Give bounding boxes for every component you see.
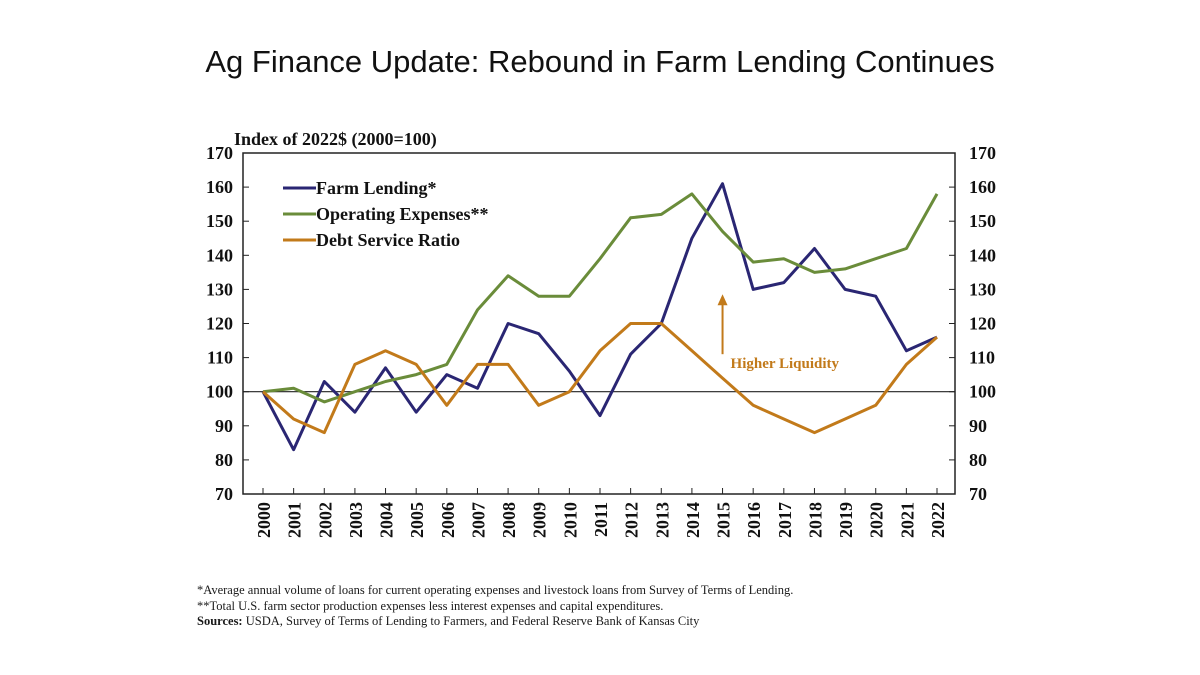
footnote-1: *Average annual volume of loans for curr… [197,583,794,597]
page-headline: Ag Finance Update: Rebound in Farm Lendi… [205,44,995,79]
x-tick-label: 2003 [346,502,366,538]
x-tick-label: 2016 [744,502,764,538]
series-line-farm-lending [261,182,938,452]
y-tick-label-right: 140 [969,245,996,265]
y-tick-label-left: 170 [206,143,233,163]
annotation-higher-liquidity: Higher Liquidity [717,294,840,372]
annotation-arrow-head [717,294,728,306]
x-tick-label: 2001 [285,502,305,538]
y-tick-label-left: 100 [206,382,233,402]
legend: Farm Lending* Operating Expenses** Debt Se… [283,178,489,250]
y-tick-label-right: 70 [969,484,987,504]
y-axis-title: Index of 2022$ (2000=100) [234,129,437,150]
x-tick-label: 2005 [407,502,427,538]
x-tick-label: 2012 [622,502,642,538]
y-tick-label-right: 90 [969,416,987,436]
sources-text: USDA, Survey of Terms of Lending to Farm… [242,614,700,628]
x-tick-label: 2020 [867,502,887,538]
sources-label: Sources: [197,614,243,628]
y-tick-label-right: 110 [969,348,995,368]
y-tick-label-right: 80 [969,450,987,470]
x-tick-label: 2002 [315,502,335,538]
x-axis: 2000 2001 2002 2003 2004 2005 2006 2007 2008 2009… [254,488,948,538]
y-tick-label-right: 130 [969,279,996,299]
x-tick-label: 2022 [928,502,948,538]
series-layer [261,182,939,452]
x-tick-label: 2004 [377,502,397,538]
x-tick-label: 2021 [897,502,917,538]
x-tick-label: 2010 [560,502,580,538]
footnote-2: **Total U.S. farm sector production expe… [197,598,664,613]
y-tick-label-left: 160 [206,177,233,197]
y-tick-label-left: 120 [206,314,233,334]
y-tick-label-left: 110 [207,348,233,368]
x-tick-label: 2007 [468,502,488,538]
x-tick-label: 2009 [530,502,550,538]
y-tick-label-left: 90 [215,416,233,436]
footnotes: *Average annual volume of loans for curr… [197,583,997,630]
annotation-label: Higher Liquidity [731,356,840,372]
x-tick-label: 2015 [714,502,734,538]
y-tick-label-right: 170 [969,143,996,163]
legend-label: Debt Service Ratio [316,230,460,250]
y-tick-label-right: 100 [969,382,996,402]
y-tick-label-left: 130 [206,279,233,299]
y-tick-label-right: 160 [969,177,996,197]
x-tick-label: 2011 [591,502,611,537]
y-axis-right: 70 80 90 100 110 120 130 140 150 160 170 [949,143,996,504]
legend-label: Farm Lending* [316,178,437,198]
series-line-debt-service-ratio [262,322,938,435]
y-tick-label-left: 150 [206,211,233,231]
y-axis-left: 70 80 90 100 110 120 130 140 150 160 170 [206,143,249,504]
series-line-operating-expenses [262,192,939,404]
y-tick-label-right: 150 [969,211,996,231]
legend-label: Operating Expenses** [316,204,489,224]
x-tick-label: 2006 [438,502,458,538]
x-tick-label: 2000 [254,502,274,538]
x-tick-label: 2017 [775,502,795,538]
y-tick-label-right: 120 [969,314,996,334]
x-tick-label: 2013 [652,502,672,538]
x-tick-label: 2019 [836,502,856,538]
x-tick-label: 2008 [499,502,519,538]
y-tick-label-left: 70 [215,484,233,504]
y-tick-label-left: 140 [206,245,233,265]
x-tick-label: 2014 [683,502,703,538]
sources-line: Sources: USDA, Survey of Terms of Lendin… [197,614,997,630]
x-tick-label: 2018 [805,502,825,538]
y-tick-label-left: 80 [215,450,233,470]
